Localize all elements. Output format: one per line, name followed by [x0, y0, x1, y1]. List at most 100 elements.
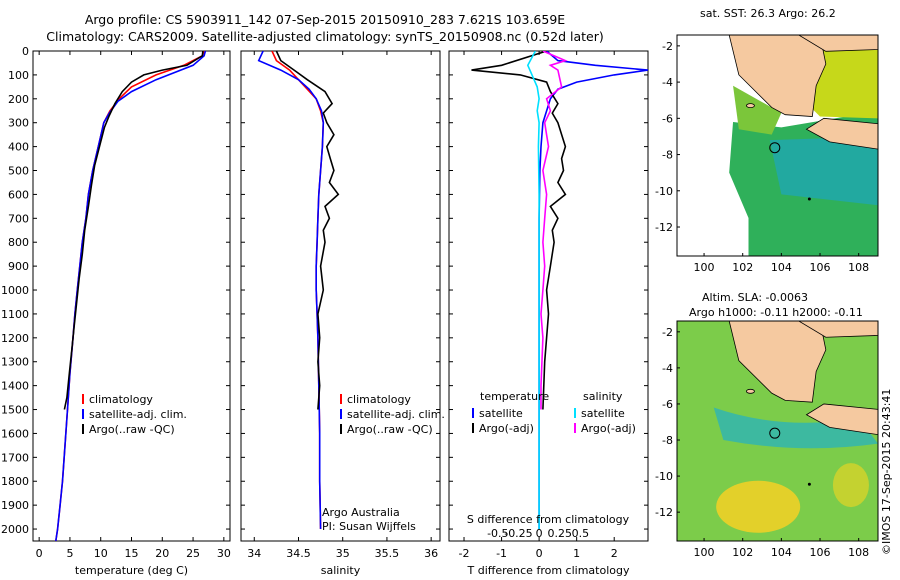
y-tick-label: 1400	[1, 380, 29, 393]
map-y-tick-label: -8	[662, 149, 673, 162]
panel-difference: -2 -1 0 1 2 T difference from climatology temp…	[448, 50, 649, 577]
y-tick-label: 300	[8, 117, 29, 130]
sst-coastal-band	[733, 85, 782, 135]
x-tick-label: 10	[94, 547, 108, 560]
y-tick-label: 1600	[1, 427, 29, 440]
land-java	[805, 403, 878, 436]
y-tick-label: 1200	[1, 332, 29, 345]
map-field-sst	[677, 35, 878, 256]
y-tick-label: 1100	[1, 308, 29, 321]
legend-label: satellite-adj. clim.	[89, 408, 187, 421]
y-tick-label: 100	[8, 69, 29, 82]
panel-temperature: 0 5 10 15 20 25 300100200300400500600700800900…	[1, 45, 231, 577]
y-tick-label: 200	[8, 93, 29, 106]
y-tick-label: 700	[8, 212, 29, 225]
x-tick-label: -2	[459, 547, 470, 560]
map-y-tick-label: -10	[655, 470, 673, 483]
y-tick-label: 1700	[1, 451, 29, 464]
map-y-tick-label: -4	[662, 76, 673, 89]
x-tick-label: 34	[247, 547, 261, 560]
map-x-tick-label: 104	[771, 546, 792, 559]
y-tick-label: 600	[8, 188, 29, 201]
series-line-salinity-satellite	[526, 51, 540, 529]
map-y-tick-label: -6	[662, 112, 673, 125]
map-x-tick-label: 108	[848, 546, 869, 559]
x-tick-label: -1	[496, 547, 507, 560]
land-bangka	[797, 35, 878, 52]
x-tick-label: 25	[186, 547, 200, 560]
land-enggano-island	[746, 103, 755, 109]
map-x-tick-label: 106	[810, 546, 831, 559]
y-tick-label: 1500	[1, 404, 29, 417]
series-line-temperature-argo-adj-	[471, 51, 567, 410]
map-x-tick-label: 108	[848, 261, 869, 274]
map-x-tick-label: 106	[810, 261, 831, 274]
sla-high-patch	[716, 480, 801, 533]
legend-label: satellite	[581, 407, 625, 420]
x-axis-label: temperature (deg C)	[75, 564, 188, 577]
y-tick-label: 2000	[1, 523, 29, 536]
map-field-sla	[677, 321, 878, 541]
map-y-tick-label: -12	[655, 506, 673, 519]
legend-label: Argo(..raw -QC)	[347, 423, 433, 436]
map-y-tick-label: -10	[655, 185, 673, 198]
map-y-tick-label: -12	[655, 221, 673, 234]
x-axis-label-top: S difference from climatology	[467, 513, 630, 526]
legend-label: satellite-adj. clim.	[347, 408, 445, 421]
y-tick-label: 900	[8, 260, 29, 273]
x-axis-label: T difference from climatology	[467, 564, 630, 577]
map-sla: 100 102 104 106 108 -2 -4 -6 -8 -10 -12	[655, 320, 879, 559]
sla-low-band	[713, 407, 878, 449]
land-enggano-island	[746, 388, 755, 394]
y-tick-label: 1800	[1, 475, 29, 488]
x-tick-label: 15	[125, 547, 139, 560]
map-y-tick-label: -4	[662, 362, 673, 375]
imos-credit: ©IMOS 17-Sep-2015 20:43:41	[880, 388, 893, 555]
x-tick-label: 0	[36, 547, 43, 560]
argo-position-marker	[769, 142, 781, 154]
map-x-tick-label: 100	[694, 261, 715, 274]
sst-warm-patch	[769, 136, 878, 206]
y-tick-label: 400	[8, 141, 29, 154]
y-tick-label: 800	[8, 236, 29, 249]
series-line-salinity-argo-adj-	[540, 51, 568, 410]
x-tick-label-top: -0.25	[504, 527, 532, 540]
x-tick-label: 20	[155, 547, 169, 560]
x-tick-label: 35.5	[375, 547, 400, 560]
x-tick-label-top: 0	[536, 527, 543, 540]
map-x-tick-label: 104	[771, 261, 792, 274]
map-y-tick-label: -2	[662, 326, 673, 339]
x-tick-label-top: 0.5	[572, 527, 590, 540]
chart-title-line2: Climatology: CARS2009. Satellite-adjuste…	[46, 29, 604, 44]
legend-label: climatology	[347, 393, 411, 406]
x-tick-label-top: -0.5	[487, 527, 508, 540]
sst-map-title: sat. SST: 26.3 Argo: 26.2	[700, 7, 836, 20]
y-tick-label: 0	[22, 45, 29, 58]
map-x-tick-label: 100	[694, 546, 715, 559]
y-tick-label: 1300	[1, 356, 29, 369]
map-y-tick-label: -8	[662, 434, 673, 447]
map-x-tick-label: 102	[732, 261, 753, 274]
map-y-tick-label: -2	[662, 40, 673, 53]
panel-frame-salinity	[240, 50, 441, 542]
legend-title-temperature: temperature	[480, 390, 549, 403]
x-tick-label: 5	[66, 547, 73, 560]
y-tick-label: 500	[8, 165, 29, 178]
x-tick-label: 35	[336, 547, 350, 560]
chart-title-line1: Argo profile: CS 5903911_142 07-Sep-2015…	[84, 12, 566, 27]
christmas-island-marker	[807, 197, 811, 201]
legend-label: Argo(-adj)	[479, 422, 534, 435]
x-tick-label: 36	[424, 547, 438, 560]
x-tick-label-top: 0.25	[548, 527, 573, 540]
x-tick-label: 1	[573, 547, 580, 560]
map-frame-sla	[676, 320, 879, 542]
x-tick-label: 0	[536, 547, 543, 560]
panel-frame-difference	[448, 50, 649, 542]
legend-label: Argo(..raw -QC)	[89, 423, 175, 436]
sla-map-title-line1: Altim. SLA: -0.0063	[702, 291, 809, 304]
x-tick-label: 2	[611, 547, 618, 560]
x-tick-label: 34.5	[286, 547, 311, 560]
series-line-argo-raw-qc-	[275, 51, 340, 410]
land-bangka	[797, 321, 878, 338]
